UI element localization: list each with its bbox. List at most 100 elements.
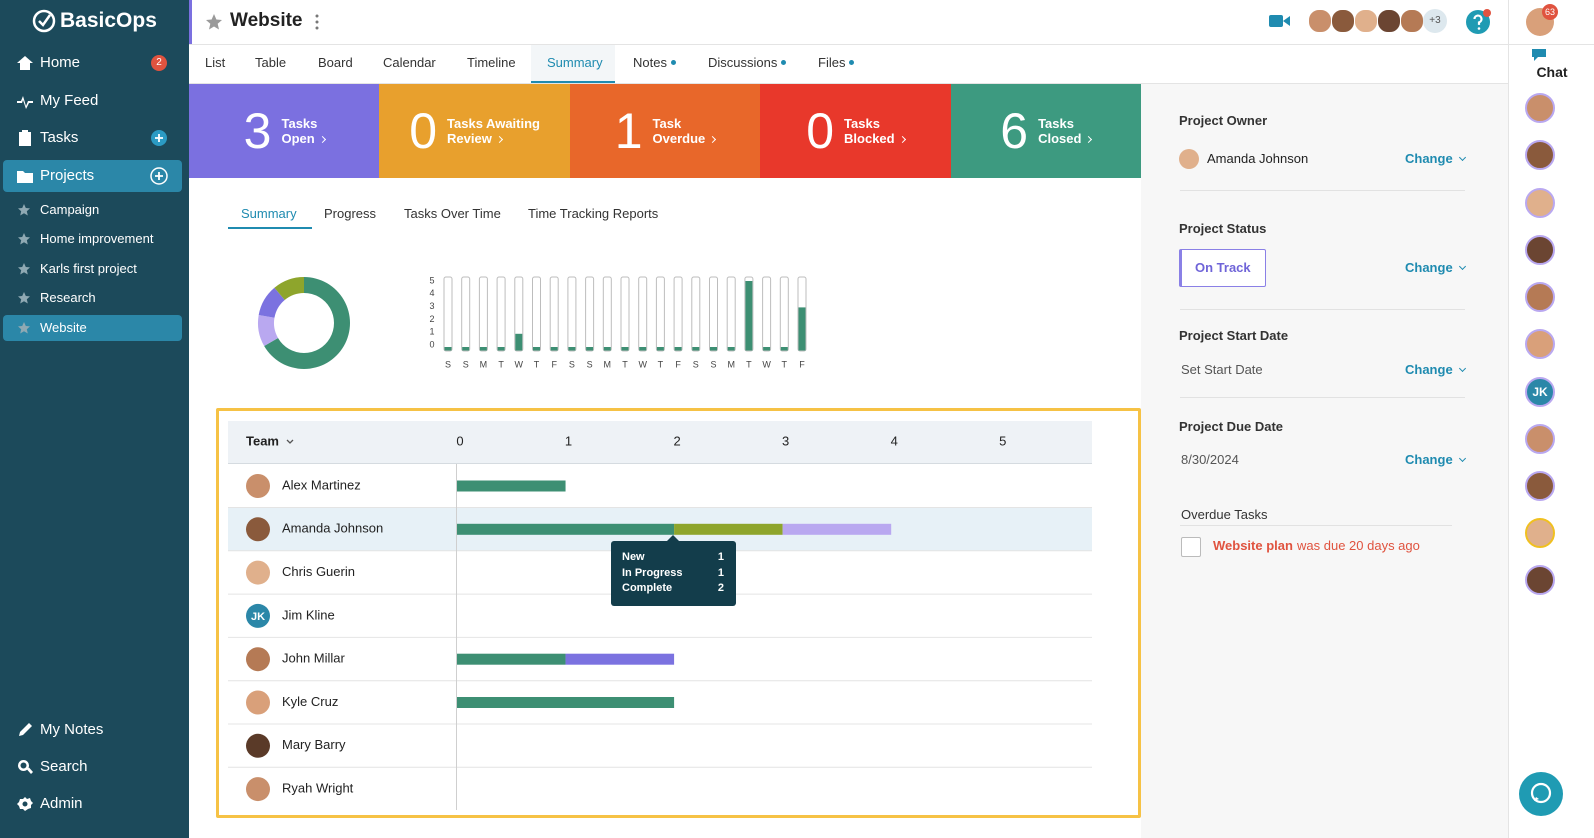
member-avatar[interactable] (1308, 9, 1332, 33)
icon-shape (17, 171, 33, 183)
project-item[interactable]: Karls first project (40, 261, 137, 276)
tab-dot (849, 60, 854, 65)
task-checkbox[interactable] (1181, 537, 1201, 557)
change[interactable]: Change (1405, 452, 1465, 467)
day-bar (533, 347, 540, 351)
nav-item[interactable]: Home (40, 54, 80, 71)
change[interactable]: Change (1405, 260, 1465, 275)
footer-item[interactable]: Admin (40, 795, 83, 812)
project-item[interactable]: Home improvement (40, 231, 153, 246)
chat-avatar[interactable] (1525, 329, 1555, 359)
chevron (709, 136, 716, 143)
tab[interactable]: Summary (547, 55, 603, 70)
stat-card[interactable]: 6TasksClosed (951, 84, 1141, 178)
tabs: List Table Board Calendar Timeline Summary Not… (189, 45, 1508, 84)
stat-label-text: Overdue (653, 131, 706, 146)
stat-card[interactable]: 0Tasks AwaitingReview (379, 84, 569, 178)
day-track (462, 277, 470, 351)
tab-dot (781, 60, 786, 65)
star[interactable] (205, 13, 223, 31)
chat-avatar[interactable] (1525, 565, 1555, 595)
project-item[interactable]: Campaign (40, 202, 99, 217)
stat-card[interactable]: 3 TasksOpen (189, 84, 379, 178)
day-track (533, 277, 541, 351)
overdue-task[interactable]: Website plan (1213, 538, 1293, 553)
tooltip-label: Complete (622, 582, 672, 594)
member-avatar[interactable] (1377, 9, 1401, 33)
chat-avatar[interactable] (1525, 471, 1555, 501)
tab[interactable]: Timeline (467, 55, 516, 70)
chevron (496, 136, 503, 143)
x-tick-label: W (515, 359, 524, 369)
x-tick-label: F (799, 359, 805, 369)
owner-avatar (1179, 149, 1199, 169)
x-tick-label: F (675, 359, 681, 369)
member-avatar[interactable] (1400, 9, 1424, 33)
nav-item[interactable]: Tasks (40, 129, 78, 146)
chat-avatar[interactable] (1525, 518, 1555, 548)
chat-button[interactable] (1518, 771, 1564, 817)
tooltip-value: 1 (718, 551, 724, 563)
day-bar (551, 347, 558, 351)
day-track (710, 277, 718, 351)
member-avatar[interactable] (1354, 9, 1378, 33)
stat-count: 3 (244, 106, 272, 156)
footer-icon (16, 758, 34, 776)
day-bar (445, 347, 452, 351)
tab[interactable]: Table (255, 55, 286, 70)
tab[interactable]: Calendar (383, 55, 436, 70)
stat-label: TasksOpen (281, 116, 324, 146)
day-bar (604, 347, 611, 351)
footer-item[interactable]: My Notes (40, 721, 103, 738)
logo[interactable]: BasicOps (60, 9, 157, 33)
nav-icon (16, 54, 34, 72)
stat-card[interactable]: 1 TaskOverdue (570, 84, 760, 178)
menu[interactable] (314, 13, 320, 31)
stat-count: 1 (615, 106, 643, 156)
tab[interactable]: Files (818, 55, 845, 70)
more-members[interactable]: +3 (1423, 9, 1447, 33)
x-tick-label: M (480, 359, 488, 369)
chat-avatar[interactable] (1525, 140, 1555, 170)
day-track (550, 277, 558, 351)
footer-item[interactable]: Search (40, 758, 88, 775)
tab[interactable]: Discussions (708, 55, 777, 70)
chat-avatar[interactable] (1525, 188, 1555, 218)
start-label: Project Start Date (1179, 328, 1288, 343)
tab[interactable]: Notes (633, 55, 667, 70)
tab[interactable]: List (205, 55, 225, 70)
project-item[interactable]: Website (40, 320, 87, 335)
x-tick-label: S (445, 359, 451, 369)
tab[interactable]: Board (318, 55, 353, 70)
chat-avatar[interactable] (1525, 424, 1555, 454)
video[interactable] (1269, 13, 1291, 29)
chat-icon[interactable] (1531, 48, 1549, 62)
y-tick-label: 1 (429, 327, 434, 337)
chat-label[interactable]: Chat (1509, 64, 1594, 80)
day-track (656, 277, 664, 351)
change[interactable]: Change (1405, 362, 1465, 377)
footer-icon (16, 795, 34, 813)
status: On Track (1195, 260, 1251, 275)
change[interactable]: Change (1405, 151, 1465, 166)
chat-avatar[interactable] (1525, 93, 1555, 123)
day-bar (498, 347, 505, 351)
due-date: 8/30/2024 (1181, 452, 1239, 467)
nav-item[interactable]: Projects (40, 167, 94, 184)
day-bar (799, 307, 806, 350)
owner-label: Project Owner (1179, 113, 1267, 128)
member-avatar[interactable] (1331, 9, 1355, 33)
chat-avatar[interactable] (1525, 282, 1555, 312)
day-bar (692, 347, 699, 351)
chat-avatar[interactable] (1525, 235, 1555, 265)
help[interactable]: . (1466, 9, 1492, 35)
chat-avatar[interactable]: JK (1525, 377, 1555, 407)
stat-card[interactable]: 0TasksBlocked (760, 84, 950, 178)
x-tick-label: S (587, 359, 593, 369)
day-bar (657, 347, 664, 351)
day-track (674, 277, 682, 351)
stat-label: TaskOverdue (653, 116, 716, 146)
nav-item[interactable]: My Feed (40, 92, 98, 109)
project-item[interactable]: Research (40, 290, 96, 305)
day-bar (728, 347, 735, 351)
